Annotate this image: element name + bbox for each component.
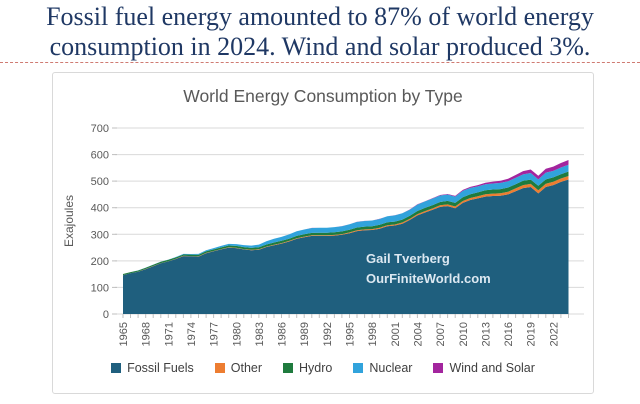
chart-title: World Energy Consumption by Type [183,86,463,106]
x-tick-label: 2013 [480,322,492,346]
headline-line-2: consumption in 2024. Wind and solar prod… [49,32,591,61]
x-tick-label: 2016 [503,322,515,346]
legend-swatch-icon [283,363,294,373]
x-tick-label: 1998 [367,322,379,346]
y-tick-label: 700 [91,123,109,135]
x-tick-label: 2022 [548,322,560,346]
legend-label: Hydro [299,361,333,375]
chart-legend: Fossil Fuels Other Hydro Nuclear Wind an… [53,361,593,375]
x-tick-label: 1968 [141,322,153,346]
y-axis-title: Exajoules [62,195,76,247]
y-tick-label: 500 [91,176,109,188]
x-tick-label: 2019 [526,322,538,346]
x-tick-label: 1965 [118,322,130,346]
chart-card: 0 100 200 300 400 500 600 700 Exajoules 1965 1968 1… [52,72,594,394]
x-tick-label: 1983 [254,322,266,346]
watermark: Gail Tverberg OurFiniteWorld.com [366,249,491,289]
area-other [123,176,569,276]
x-tick-label: 1992 [322,322,334,346]
watermark-site: OurFiniteWorld.com [366,271,491,286]
x-tick-label: 2001 [390,322,402,346]
y-tick-label: 100 [91,282,109,294]
dotted-divider [0,62,640,63]
x-tick-label: 1986 [277,322,289,346]
headline-line-1: Fossil fuel energy amounted to 87% of wo… [46,2,594,31]
legend-swatch-icon [214,363,225,373]
x-tick-label: 2007 [435,322,447,346]
legend-item-wind-and-solar: Wind and Solar [433,361,535,375]
y-tick-label: 600 [91,150,109,162]
x-tick-label: 2010 [458,322,470,346]
x-tick-label: 1995 [345,322,357,346]
area-fossil-fuels [123,179,569,314]
x-tick-label: 1989 [299,322,311,346]
legend-swatch-icon [111,363,122,373]
watermark-author: Gail Tverberg [366,251,450,266]
legend-item-nuclear: Nuclear [353,361,412,375]
x-tick-label: 1977 [209,322,221,346]
legend-label: Nuclear [369,361,413,375]
x-tick-label: 1974 [186,322,198,346]
area-hydro [123,171,569,276]
y-tick-label: 300 [91,229,109,241]
x-tick-label: 1971 [163,322,175,346]
y-tick-label: 400 [91,203,109,215]
legend-label: Other [230,361,263,375]
legend-item-other: Other [214,361,263,375]
legend-swatch-icon [433,363,444,373]
legend-item-hydro: Hydro [283,361,332,375]
area-nuclear [123,164,569,274]
legend-label: Fossil Fuels [127,361,194,375]
headline-banner: Fossil fuel energy amounted to 87% of wo… [0,0,640,62]
stacked-area-plot: 0 100 200 300 400 500 600 700 Exajoules 1965 1968 1… [62,123,584,346]
legend-swatch-icon [353,363,364,373]
legend-label: Wind and Solar [449,361,535,375]
x-tick-label: 1980 [231,322,243,346]
area-wind-and-solar [123,160,569,274]
y-tick-label: 0 [103,309,109,321]
legend-item-fossil-fuels: Fossil Fuels [111,361,194,375]
y-tick-label: 200 [91,256,109,268]
x-tick-label: 2004 [412,322,424,346]
